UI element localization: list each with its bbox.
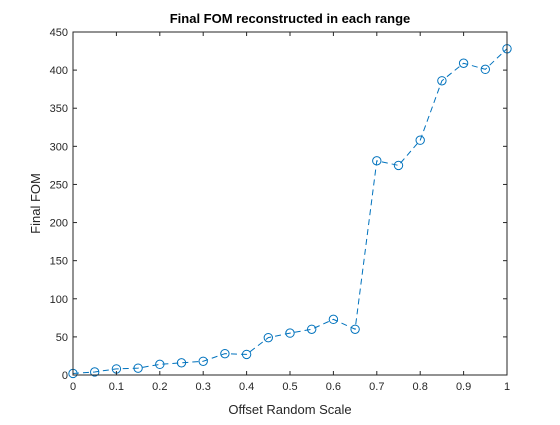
y-tick-label: 250 <box>50 179 68 191</box>
y-tick-label: 0 <box>62 370 68 382</box>
x-tick-label: 0 <box>70 381 76 393</box>
data-point <box>133 363 143 373</box>
x-tick-label: 0.8 <box>413 381 428 393</box>
y-ticks: 0 50 100 150 200 250 300 350 400 450 <box>50 27 507 382</box>
x-tick-label: 0.7 <box>369 381 384 393</box>
x-ticks: 0 0.1 0.2 0.3 0.4 0.5 0.6 0.7 0.8 0.9 1 <box>70 32 510 393</box>
y-tick-label: 450 <box>50 27 68 39</box>
data-point <box>220 348 230 359</box>
data-point <box>480 64 490 75</box>
data-point <box>241 349 252 360</box>
y-tick-label: 100 <box>50 294 68 306</box>
x-tick-label: 0.6 <box>326 381 341 393</box>
x-tick-label: 0.5 <box>282 381 297 393</box>
plot-area <box>73 32 507 375</box>
data-point <box>90 367 100 377</box>
data-point <box>307 324 317 334</box>
y-tick-label: 400 <box>50 65 68 77</box>
data-point <box>155 359 165 370</box>
x-tick-label: 0.9 <box>456 381 471 393</box>
data-point <box>328 314 339 325</box>
x-tick-label: 1 <box>504 381 510 393</box>
series-layer <box>68 44 512 379</box>
data-point <box>263 332 273 343</box>
data-point <box>437 76 447 86</box>
y-axis-label: Final FOM <box>28 173 43 234</box>
data-point <box>415 135 425 145</box>
x-axis-label: Offset Random Scale <box>228 402 351 417</box>
data-point <box>198 356 208 366</box>
data-point <box>393 160 404 171</box>
y-tick-label: 350 <box>50 103 68 115</box>
series-line <box>72 48 508 374</box>
data-point <box>372 156 382 166</box>
data-point <box>350 324 360 334</box>
y-tick-label: 150 <box>50 256 68 268</box>
y-tick-label: 50 <box>56 332 68 344</box>
x-tick-label: 0.1 <box>109 381 124 393</box>
y-tick-label: 300 <box>50 141 68 153</box>
data-point <box>458 58 469 68</box>
y-tick-label: 200 <box>50 218 68 230</box>
x-tick-label: 0.3 <box>196 381 211 393</box>
x-tick-label: 0.4 <box>239 381 254 393</box>
chart-title: Final FOM reconstructed in each range <box>170 11 411 26</box>
data-point <box>176 358 187 368</box>
x-tick-label: 0.2 <box>152 381 167 393</box>
data-point <box>285 328 295 338</box>
